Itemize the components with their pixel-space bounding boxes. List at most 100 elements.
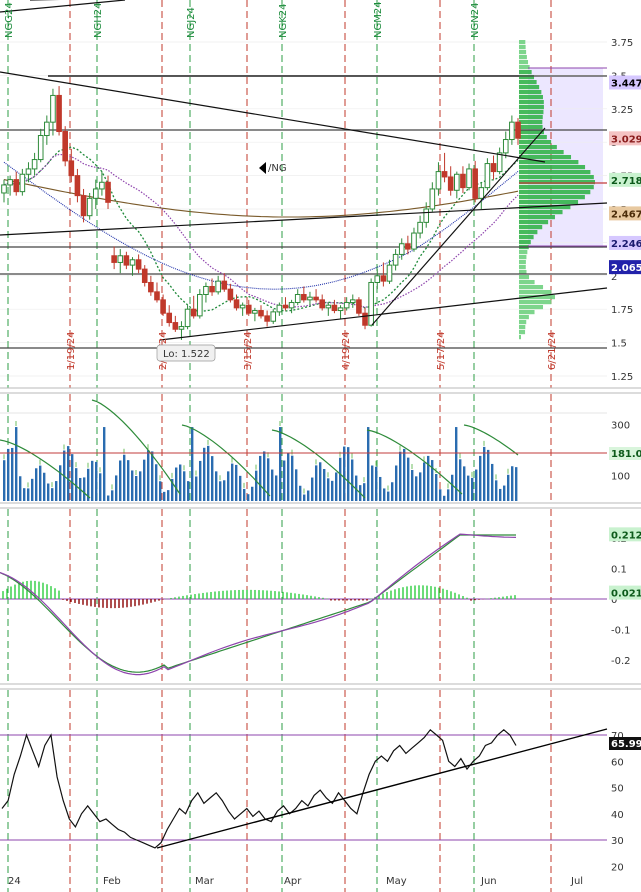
- volume-bar: [59, 465, 62, 501]
- volume-bar: [463, 466, 466, 501]
- rsi-axis: 70 60 50 40 30 20: [611, 731, 624, 873]
- candle-body: [435, 171, 442, 190]
- volume-bar: [455, 427, 458, 501]
- volume-bar: [227, 471, 230, 501]
- candle: [68, 148, 75, 183]
- candle: [496, 147, 503, 175]
- price-badge-bg: [609, 235, 641, 250]
- macd-tick-label: 0: [611, 595, 617, 606]
- volume-bar: [271, 469, 274, 501]
- volume-badge: 181.0: [609, 447, 641, 460]
- volume-bar: [451, 474, 454, 501]
- candle-body: [44, 121, 50, 137]
- price-badge-text: 2.467: [611, 209, 641, 220]
- candle-body: [215, 280, 221, 293]
- month-label: Jul: [570, 876, 583, 887]
- candle: [141, 265, 148, 287]
- oi-segment: [0, 439, 91, 499]
- low-annotation-text: Lo: 1.522: [163, 349, 210, 360]
- candle: [502, 131, 509, 159]
- volume-bar: [327, 478, 330, 501]
- candle-body: [7, 179, 13, 186]
- volume-bar: [223, 480, 226, 501]
- symbol-label: /NG: [268, 163, 287, 174]
- candle-body: [172, 322, 179, 330]
- volume-bar: [43, 472, 46, 501]
- candle: [258, 305, 264, 319]
- volume-bar: [55, 481, 58, 501]
- candle-body: [423, 208, 430, 223]
- candle: [343, 297, 350, 311]
- volume-tick-label: 100: [611, 472, 630, 483]
- candle: [368, 278, 374, 327]
- candle: [129, 257, 136, 276]
- price-badge-bg: [609, 260, 641, 275]
- candle: [233, 294, 240, 311]
- low-annotation: Lo: 1.522: [156, 344, 216, 362]
- candle: [307, 291, 313, 306]
- volume-bar: [275, 475, 278, 501]
- play-left-icon[interactable]: [259, 162, 266, 174]
- volume-bar: [23, 488, 26, 501]
- candle: [313, 289, 319, 303]
- volume-bar: [399, 451, 402, 501]
- volume-bar: [343, 446, 346, 501]
- candle: [203, 282, 209, 303]
- volume-bar: [407, 457, 410, 501]
- volume-bar: [131, 470, 134, 501]
- profile-bar: [519, 255, 527, 260]
- volume-bar: [467, 475, 470, 501]
- candle-body: [13, 179, 20, 193]
- profile-bar: [519, 185, 594, 190]
- candle: [148, 275, 154, 296]
- profile-bar: [519, 200, 579, 205]
- candle-body: [398, 243, 405, 255]
- volume-bar: [439, 489, 442, 501]
- candle-body: [99, 181, 105, 190]
- volume-bar: [459, 459, 462, 501]
- oi-segment: [271, 429, 366, 499]
- profile-bar: [519, 240, 531, 245]
- profile-bar: [519, 90, 542, 95]
- volume-bar: [375, 466, 378, 501]
- candle-body: [386, 264, 393, 282]
- volume-bar: [267, 458, 270, 501]
- rsi-line: [1, 728, 517, 849]
- candle: [398, 238, 405, 260]
- volume-bar: [355, 475, 358, 501]
- candle-body: [25, 168, 32, 175]
- volume-bar: [115, 475, 118, 501]
- candle-body: [454, 173, 460, 191]
- profile-bar: [519, 205, 571, 210]
- candle-body: [50, 94, 56, 123]
- candle-body: [307, 296, 313, 301]
- volume-bar: [31, 478, 34, 501]
- volume-bar: [331, 480, 334, 501]
- profile-bar: [519, 195, 585, 200]
- month-label: 24: [8, 876, 21, 887]
- profile-bar: [519, 180, 596, 185]
- candle-body: [362, 312, 368, 326]
- volume-bar: [155, 464, 158, 501]
- candle: [252, 307, 258, 322]
- volume-bar: [351, 459, 354, 501]
- candle-body: [117, 255, 124, 263]
- candle-body: [288, 302, 295, 309]
- x-axis-months: 24 Feb Mar Apr May Jun Jul: [8, 876, 583, 887]
- macd-badge-bg: [609, 585, 641, 600]
- candle-body: [368, 281, 374, 326]
- candle-body: [276, 304, 283, 313]
- candle: [25, 162, 32, 183]
- candle: [99, 171, 105, 196]
- candle: [411, 227, 417, 252]
- candle-body: [417, 221, 423, 234]
- volume-bar: [27, 488, 30, 501]
- candle: [319, 294, 325, 311]
- volume-bar: [179, 464, 182, 501]
- volume-bar: [383, 488, 386, 501]
- candle-body: [252, 310, 258, 314]
- candle: [405, 235, 411, 255]
- candle: [435, 162, 442, 196]
